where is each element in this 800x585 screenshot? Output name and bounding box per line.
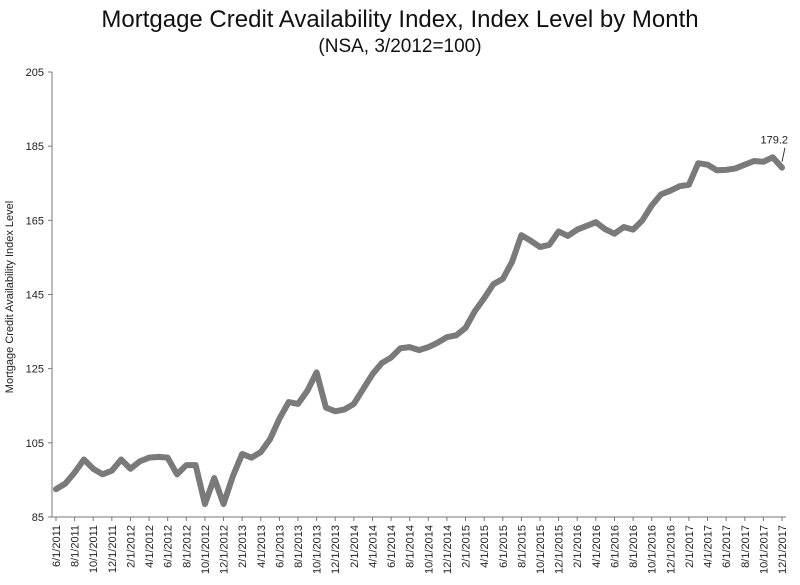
x-tick-label: 2/1/2017 [684, 525, 696, 568]
y-tick-label: 125 [26, 364, 44, 376]
x-tick-label: 10/1/2014 [423, 525, 435, 574]
series-group [53, 154, 785, 508]
annotation-label: 179.2 [760, 135, 788, 147]
x-tick-label: 10/1/2015 [535, 525, 547, 574]
y-tick-label: 205 [26, 67, 44, 79]
x-tick-label: 8/1/2017 [740, 525, 752, 568]
x-tick-label: 10/1/2011 [88, 525, 100, 573]
x-tick-label: 4/1/2015 [479, 525, 491, 568]
x-tick-label: 12/1/2012 [219, 525, 231, 574]
x-tick-label: 4/1/2013 [256, 525, 268, 568]
x-tick-label: 6/1/2013 [274, 525, 286, 568]
x-tick-label: 10/1/2013 [312, 525, 324, 574]
x-tick-label: 12/1/2011 [107, 525, 119, 573]
x-tick-label: 8/1/2016 [628, 525, 640, 568]
chart-title: Mortgage Credit Availability Index, Inde… [101, 6, 699, 33]
x-tick-label: 4/1/2012 [144, 525, 156, 568]
y-tick-label: 185 [26, 141, 44, 153]
x-tick-label: 8/1/2014 [405, 525, 417, 568]
x-tick-label: 12/1/2015 [554, 525, 566, 574]
y-tick-label: 105 [26, 438, 44, 450]
x-tick-label: 6/1/2016 [609, 525, 621, 568]
x-tick-label: 8/1/2015 [516, 525, 528, 568]
x-tick-label: 4/1/2016 [591, 525, 603, 568]
x-tick-label: 2/1/2016 [572, 525, 584, 568]
x-tick-label: 12/1/2014 [442, 525, 454, 574]
x-tick-label: 10/1/2017 [758, 525, 770, 574]
x-tick-label: 8/1/2011 [70, 525, 82, 567]
x-tick-label: 12/1/2016 [665, 525, 677, 574]
x-tick-label: 12/1/2013 [330, 525, 342, 574]
x-tick-label: 12/1/2017 [777, 525, 789, 574]
x-axis-ticks: 6/1/2011 8/1/2011 10/1/2011 12/1/2011 2/1/20… [51, 517, 789, 574]
x-tick-label: 2/1/2015 [461, 525, 473, 568]
x-tick-label: 6/1/2015 [498, 525, 510, 568]
x-tick-label: 2/1/2014 [349, 525, 361, 568]
x-tick-label: 6/1/2014 [386, 525, 398, 568]
y-tick-label: 145 [26, 290, 44, 302]
y-tick-label: 85 [32, 512, 44, 524]
y-tick-label: 165 [26, 215, 44, 227]
x-tick-label: 6/1/2017 [721, 525, 733, 568]
x-tick-label: 4/1/2017 [703, 525, 715, 568]
series-line-0 [53, 154, 785, 508]
annotation-group: 179.2 [760, 135, 788, 162]
x-tick-label: 2/1/2013 [237, 525, 249, 568]
annotation-leader [781, 147, 786, 162]
x-tick-label: 8/1/2012 [181, 525, 193, 568]
x-tick-label: 2/1/2012 [125, 525, 137, 568]
x-tick-label: 10/1/2016 [647, 525, 659, 574]
x-tick-label: 10/1/2012 [200, 525, 212, 574]
x-tick-label: 8/1/2013 [293, 525, 305, 568]
x-tick-label: 4/1/2014 [367, 525, 379, 568]
x-tick-label: 6/1/2011 [51, 525, 63, 567]
x-tick-label: 6/1/2012 [163, 525, 175, 568]
chart-axes [51, 72, 786, 518]
y-axis-ticks: 85 105 125 145 165 185 205 [26, 67, 52, 524]
y-axis-label: Mortgage Credit Availability Index Level [4, 201, 16, 393]
chart-subtitle: (NSA, 3/2012=100) [318, 36, 482, 57]
